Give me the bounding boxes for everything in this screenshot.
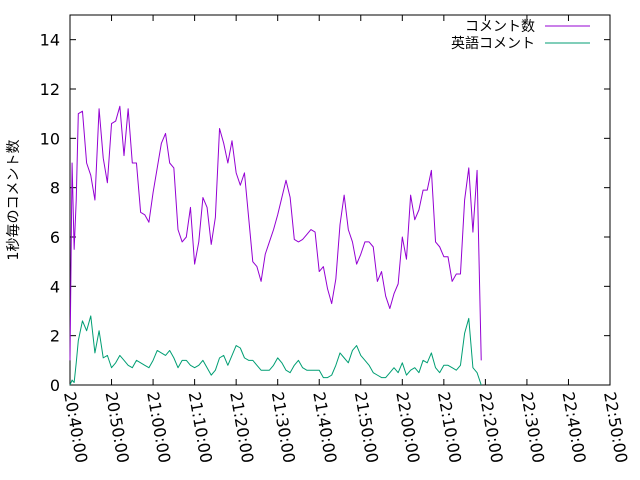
x-tick-label: 20:40:00 — [60, 390, 91, 464]
legend-label: コメント数 — [465, 19, 535, 35]
x-tick-label: 22:50:00 — [600, 390, 631, 464]
series-layer — [69, 105, 482, 386]
y-axis-label: 1秒毎のコメント数 — [6, 140, 22, 261]
x-tick-label: 22:40:00 — [559, 390, 590, 464]
x-tick-label: 21:30:00 — [268, 390, 299, 464]
x-tick-label: 21:10:00 — [185, 390, 216, 464]
legend-label: 英語コメント — [451, 35, 535, 52]
series-line-1 — [69, 105, 482, 361]
x-tick-label: 22:20:00 — [475, 390, 506, 464]
y-tick-label: 2 — [50, 327, 60, 346]
x-tick-label: 21:20:00 — [226, 390, 257, 464]
y-axis-ticks: 0 2 4 6 8 10 12 14 — [40, 31, 610, 395]
y-tick-label: 0 — [50, 376, 60, 395]
y-tick-label: 14 — [40, 31, 60, 50]
y-tick-label: 4 — [50, 277, 60, 296]
x-tick-label: 21:40:00 — [309, 390, 340, 464]
x-tick-label: 22:00:00 — [392, 390, 423, 464]
x-tick-label: 22:10:00 — [434, 390, 465, 464]
x-tick-label: 22:30:00 — [517, 390, 548, 464]
y-tick-label: 8 — [50, 179, 60, 198]
plot-frame — [69, 14, 611, 386]
x-tick-label: 20:50:00 — [102, 390, 133, 464]
x-tick-label: 21:50:00 — [351, 390, 382, 464]
y-tick-label: 6 — [50, 228, 60, 247]
x-axis-ticks: 20:40:00 20:50:00 21:00:00 21:10:00 21:20:00… — [60, 15, 631, 464]
x-tick-label: 21:00:00 — [143, 390, 174, 464]
y-tick-label: 10 — [40, 129, 60, 148]
y-tick-label: 12 — [40, 80, 60, 99]
series-line-2 — [69, 315, 482, 386]
